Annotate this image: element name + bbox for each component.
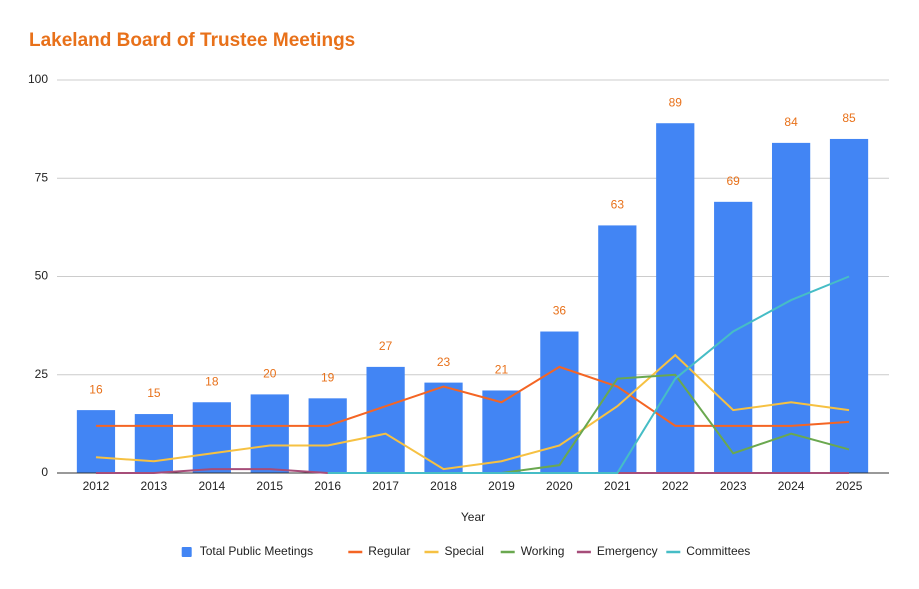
line	[327, 275, 850, 474]
y-tick-label: 0	[41, 465, 48, 479]
data-label: 84	[784, 115, 798, 129]
bar	[366, 366, 405, 473]
y-tick-label: 25	[35, 367, 49, 381]
x-tick-label: 2023	[720, 479, 747, 493]
bar	[656, 123, 695, 473]
x-tick-label: 2020	[546, 479, 573, 493]
data-label: 36	[553, 304, 567, 318]
bar	[250, 394, 289, 473]
y-tick-label: 100	[28, 72, 48, 86]
data-label: 15	[147, 386, 161, 400]
x-tick-label: 2021	[604, 479, 631, 493]
data-label: 85	[842, 111, 856, 125]
data-label: 69	[726, 174, 740, 188]
bar	[482, 390, 521, 473]
legend-swatch	[181, 547, 192, 557]
bar	[308, 398, 347, 473]
x-tick-label: 2013	[141, 479, 168, 493]
legend-label: Total Public Meetings	[200, 544, 313, 558]
bar	[598, 225, 637, 473]
line	[501, 373, 850, 474]
legend-label: Committees	[686, 544, 750, 558]
bar	[192, 402, 231, 473]
x-tick-label: 2024	[778, 479, 805, 493]
data-label: 19	[321, 371, 335, 385]
data-label: 89	[669, 95, 683, 109]
y-tick-label: 50	[35, 269, 49, 283]
chart-title: Lakeland Board of Trustee Meetings	[29, 30, 355, 51]
x-tick-label: 2018	[430, 479, 457, 493]
y-tick-label: 75	[35, 170, 49, 184]
x-tick-label: 2015	[256, 479, 283, 493]
legend-label: Regular	[368, 544, 410, 558]
x-tick-label: 2025	[836, 479, 863, 493]
bar	[714, 201, 753, 473]
bar	[540, 331, 579, 473]
x-axis-title: Year	[461, 510, 485, 524]
x-tick-label: 2017	[372, 479, 399, 493]
data-label: 16	[89, 382, 103, 396]
x-tick-label: 2019	[488, 479, 515, 493]
data-label: 63	[611, 198, 625, 212]
data-label: 18	[205, 374, 219, 388]
bar	[76, 410, 116, 473]
bar	[424, 382, 463, 473]
x-tick-label: 2012	[83, 479, 110, 493]
x-tick-label: 2022	[662, 479, 689, 493]
line	[95, 353, 850, 471]
line	[95, 365, 850, 427]
x-tick-label: 2014	[198, 479, 225, 493]
data-label: 21	[495, 363, 509, 377]
legend-label: Special	[445, 544, 484, 558]
x-tick-label: 2016	[314, 479, 341, 493]
data-label: 23	[437, 355, 451, 369]
legend-label: Working	[521, 544, 565, 558]
data-label: 27	[379, 339, 393, 353]
legend-label: Emergency	[597, 544, 658, 558]
bar	[829, 138, 869, 473]
data-label: 20	[263, 367, 277, 381]
bar	[134, 414, 174, 473]
